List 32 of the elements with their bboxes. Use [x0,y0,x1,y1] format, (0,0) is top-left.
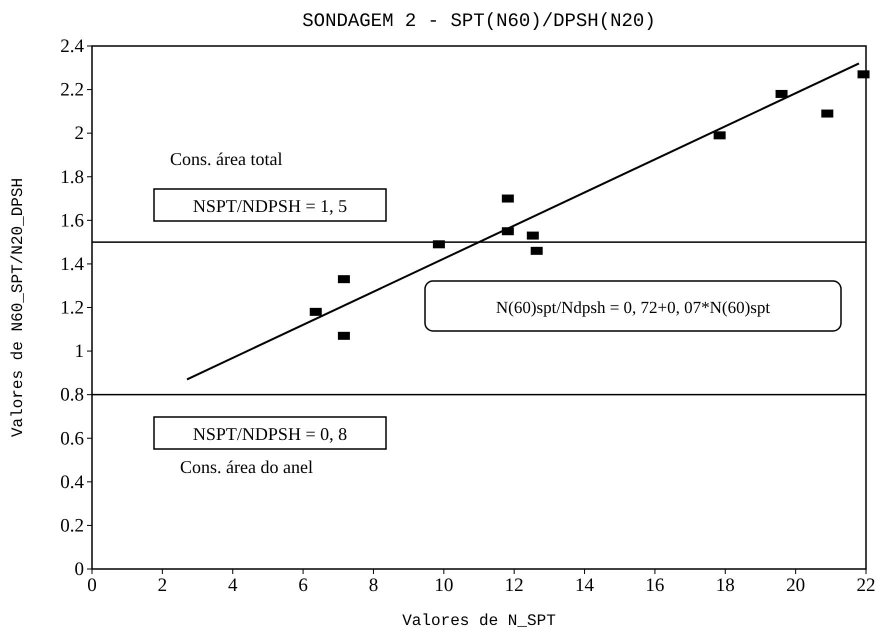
chart-title: SONDAGEM 2 - SPT(N60)/DPSH(N20) [302,10,656,32]
y-tick-label: 2.4 [60,36,84,57]
x-tick-label: 16 [645,575,664,596]
x-tick-label: 8 [368,575,378,596]
annotation: NSPT/NDPSH = 1, 5 [192,196,348,216]
annotation: Cons. área do anel [180,457,313,477]
y-tick-label: 0 [74,559,84,580]
x-tick-label: 10 [434,575,454,596]
x-tick-label: 20 [786,575,806,596]
y-tick-label: 2 [74,123,84,144]
x-tick-label: 14 [575,575,595,596]
annotation: NSPT/NDPSH = 0, 8 [192,424,348,444]
y-tick-label: 1.8 [60,166,84,188]
y-tick-label: 0.8 [60,384,84,406]
x-tick-label: 6 [298,575,308,596]
y-tick-label: 1.4 [60,254,84,275]
x-axis-title: Valores de N_SPT [402,612,556,630]
x-tick-label: 12 [504,575,524,596]
y-axis-title: Valores de N60_SPT/N20_DPSH [9,178,27,438]
y-tick-label: 1.2 [60,298,84,318]
annotation: Cons. área total [170,149,282,169]
annotation: N(60)spt/Ndpsh = 0, 72+0, 07*N(60)spt [496,298,770,317]
x-tick-label: 2 [158,575,168,596]
y-tick-label: 1 [74,341,84,362]
y-tick-label: 0.4 [60,472,84,493]
y-tick-label: 2.2 [60,80,84,101]
y-tick-label: 1.6 [60,210,84,232]
y-tick-label: 0.6 [60,428,84,450]
y-tick-label: 0.2 [60,515,84,536]
x-tick-label: 22 [856,575,876,596]
x-tick-label: 4 [228,575,238,596]
x-tick-label: 18 [716,575,735,596]
